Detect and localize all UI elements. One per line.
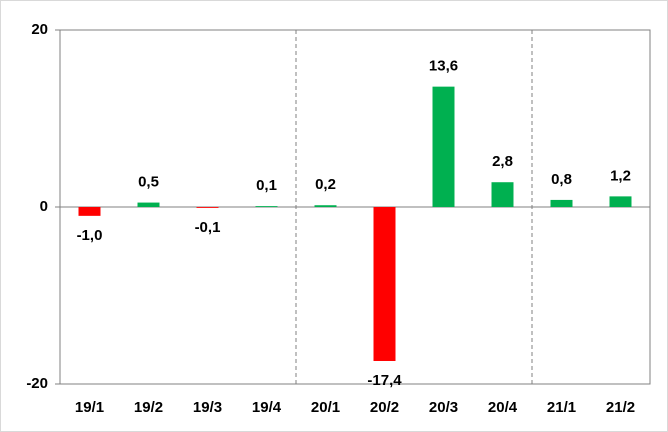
value-label: 1,2 (610, 167, 631, 184)
value-label: 0,8 (551, 171, 572, 188)
bar (314, 205, 337, 207)
bar (255, 206, 278, 207)
bar (550, 199, 573, 207)
x-tick-label: 20/1 (311, 399, 340, 416)
x-tick-label: 19/1 (75, 399, 104, 416)
bar (491, 182, 514, 207)
bar (432, 86, 455, 207)
x-tick-label: 20/4 (488, 399, 518, 416)
x-tick-label: 21/1 (547, 399, 576, 416)
y-tick-label: -20 (26, 375, 48, 392)
value-label: 0,5 (138, 174, 159, 191)
y-tick-label: 0 (40, 198, 48, 215)
y-tick-label: 20 (31, 21, 48, 38)
x-tick-label: 21/2 (606, 399, 635, 416)
value-label: 13,6 (429, 58, 458, 75)
value-label: -1,0 (77, 227, 103, 244)
bar (196, 207, 219, 208)
value-label: 0,1 (256, 177, 277, 194)
value-label: -17,4 (367, 372, 402, 389)
x-tick-label: 19/2 (134, 399, 163, 416)
x-tick-label: 20/3 (429, 399, 458, 416)
bar (78, 207, 101, 216)
value-label: 0,2 (315, 176, 336, 193)
x-tick-label: 20/2 (370, 399, 399, 416)
bar (137, 202, 160, 207)
value-label: -0,1 (195, 219, 221, 236)
x-tick-label: 19/3 (193, 399, 222, 416)
bar (609, 196, 632, 207)
x-tick-label: 19/4 (252, 399, 282, 416)
value-label: 2,8 (492, 153, 513, 170)
bar (373, 207, 396, 361)
